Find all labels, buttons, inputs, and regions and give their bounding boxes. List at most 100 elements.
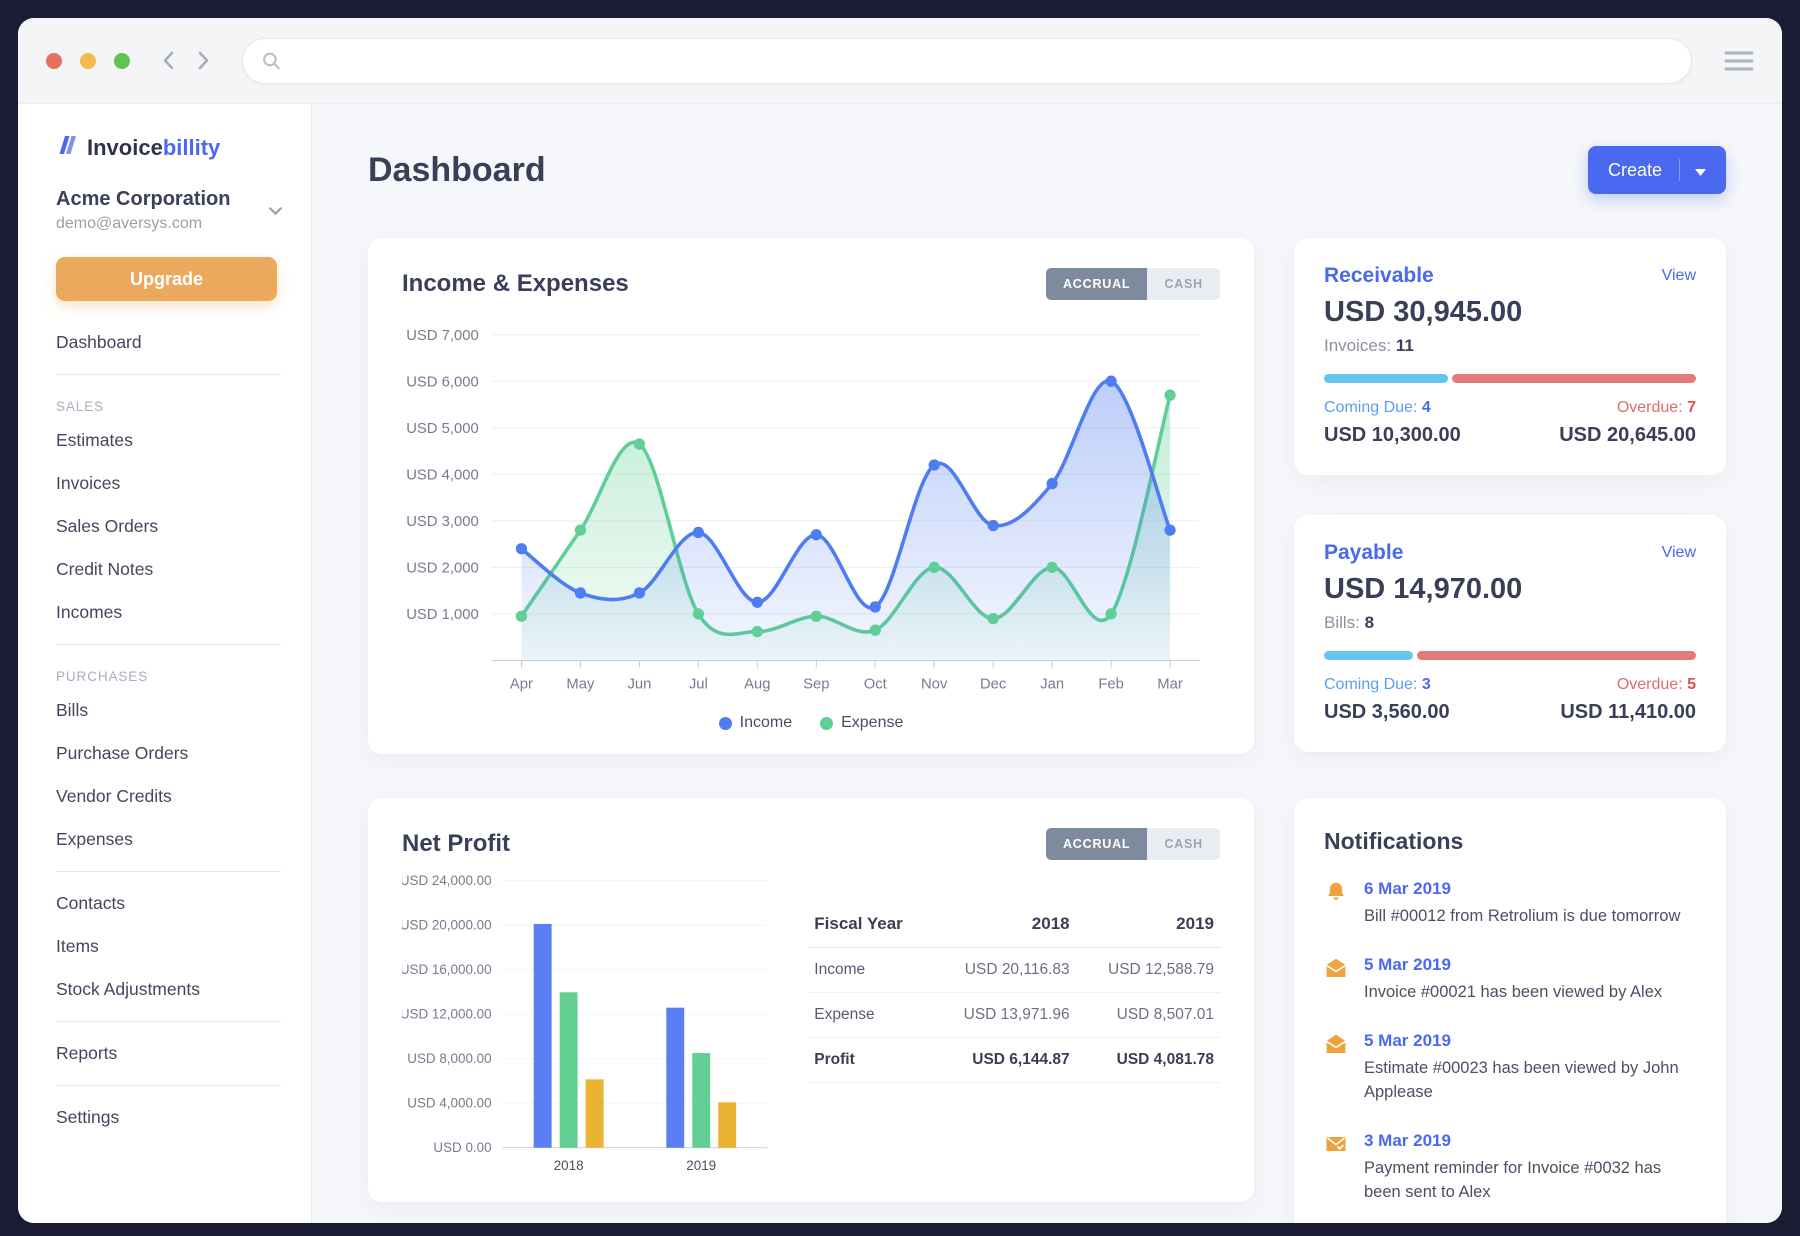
- envelope-check-icon: [1324, 1132, 1348, 1205]
- svg-text:USD 4,000: USD 4,000: [406, 467, 478, 483]
- sidebar-item-sales-orders[interactable]: Sales Orders: [56, 516, 159, 536]
- menu-icon[interactable]: [1724, 50, 1754, 72]
- receivable-amount: USD 30,945.00: [1324, 296, 1523, 328]
- coming-due-count: 3: [1421, 676, 1431, 693]
- notifications-list: 6 Mar 2019 Bill #00012 from Retrolium is …: [1324, 879, 1696, 1205]
- legend-dot: [820, 716, 834, 730]
- sidebar-item-purchase-orders[interactable]: Purchase Orders: [56, 743, 189, 763]
- income-expenses-chart: USD 1,000 USD 2,000 USD 3,000 USD 4,000 USD …: [406, 328, 1200, 692]
- income-expenses-title: Income & Expenses: [402, 270, 629, 297]
- close-window-button[interactable]: [46, 52, 62, 69]
- notification-text: Bill #00012 from Retrolium is due tomorr…: [1364, 907, 1681, 925]
- company-selector[interactable]: Acme Corporation demo@aversys.com: [18, 162, 311, 233]
- overdue-count: 5: [1687, 676, 1696, 693]
- sidebar-item-stock-adjustments[interactable]: Stock Adjustments: [56, 979, 200, 999]
- payable-count: 8: [1364, 613, 1375, 632]
- net-profit-card: Net Profit ACCRUAL CASH USD 0.00 USD 4,00…: [368, 798, 1254, 1202]
- cash-toggle-button[interactable]: CASH: [1147, 828, 1220, 860]
- payable-view-link[interactable]: View: [1661, 544, 1696, 561]
- net-profit-chart: USD 0.00 USD 4,000.00 USD 8,000.00 USD 12,0…: [402, 873, 768, 1173]
- notification-item: 6 Mar 2019 Bill #00012 from Retrolium is …: [1324, 879, 1696, 929]
- receivable-view-link[interactable]: View: [1661, 267, 1696, 284]
- sidebar-item-bills[interactable]: Bills: [56, 700, 89, 720]
- svg-text:May: May: [566, 676, 595, 692]
- sidebar-item-settings[interactable]: Settings: [56, 1107, 120, 1127]
- sidebar-item-invoices[interactable]: Invoices: [56, 473, 121, 493]
- notification-date: 5 Mar 2019: [1364, 1030, 1451, 1050]
- svg-text:Nov: Nov: [921, 676, 948, 692]
- coming-due-segment: [1324, 651, 1413, 660]
- receivable-count-label: Invoices:: [1324, 336, 1392, 355]
- sidebar-divider: [56, 644, 281, 645]
- notification-text: Invoice #00021 has been viewed by Alex: [1364, 982, 1663, 1001]
- back-icon[interactable]: [162, 51, 174, 70]
- accrual-toggle-button[interactable]: ACCRUAL: [1045, 828, 1148, 860]
- svg-text:Jan: Jan: [1040, 676, 1064, 692]
- table-header: Fiscal Year: [808, 904, 932, 948]
- forward-icon[interactable]: [198, 51, 210, 70]
- notification-text: Estimate #00023 has been viewed by John …: [1364, 1058, 1679, 1101]
- notification-item: 3 Mar 2019 Payment reminder for Invoice #…: [1324, 1131, 1696, 1205]
- row-value: USD 6,144.87: [931, 1037, 1076, 1083]
- sidebar-item-credit-notes[interactable]: Credit Notes: [56, 559, 154, 579]
- overdue-amount: USD 11,410.00: [1560, 701, 1696, 723]
- chevron-down-icon[interactable]: [268, 206, 283, 216]
- sidebar-item-dashboard[interactable]: Dashboard: [56, 332, 142, 352]
- coming-due-amount: USD 3,560.00: [1324, 701, 1450, 723]
- legend-item-expense: Expense: [820, 714, 903, 732]
- sidebar: Invoicebillity Acme Corporation demo@ave…: [18, 104, 312, 1223]
- notification-item: 5 Mar 2019 Estimate #00023 has been viewe…: [1324, 1031, 1696, 1105]
- row-value: USD 13,971.96: [931, 992, 1076, 1038]
- table-row: Income USD 20,116.83 USD 12,588.79: [808, 947, 1220, 993]
- payable-progress-bar: [1324, 651, 1696, 660]
- sidebar-item-contacts[interactable]: Contacts: [56, 893, 126, 913]
- sidebar-item-estimates[interactable]: Estimates: [56, 430, 133, 450]
- row-label: Expense: [808, 992, 932, 1038]
- bell-icon: [1324, 880, 1348, 929]
- income-expenses-toggle: ACCRUAL CASH: [1045, 268, 1220, 300]
- maximize-window-button[interactable]: [114, 52, 130, 69]
- payable-card: Payable View USD 14,970.00 Bills: 8 Comi…: [1294, 515, 1726, 752]
- notifications-title: Notifications: [1324, 828, 1464, 854]
- sidebar-item-vendor-credits[interactable]: Vendor Credits: [56, 786, 172, 806]
- svg-text:USD 6,000: USD 6,000: [406, 374, 478, 390]
- sidebar-item-incomes[interactable]: Incomes: [56, 602, 123, 622]
- chevron-down-icon[interactable]: [1695, 160, 1706, 181]
- payable-amount: USD 14,970.00: [1324, 573, 1523, 605]
- upgrade-button[interactable]: Upgrade: [56, 257, 277, 301]
- net-profit-title: Net Profit: [402, 830, 510, 857]
- svg-text:USD 12,000.00: USD 12,000.00: [402, 1007, 492, 1022]
- svg-text:Feb: Feb: [1098, 676, 1124, 692]
- svg-text:USD 2,000: USD 2,000: [406, 560, 478, 576]
- svg-text:USD 8,000.00: USD 8,000.00: [407, 1051, 491, 1066]
- row-label: Income: [808, 947, 932, 993]
- row-value: USD 20,116.83: [931, 947, 1076, 993]
- search-input[interactable]: [242, 37, 1692, 84]
- svg-text:USD 3,000: USD 3,000: [406, 514, 478, 530]
- create-button[interactable]: Create: [1587, 146, 1726, 194]
- cash-toggle-button[interactable]: CASH: [1147, 268, 1220, 300]
- svg-text:USD 24,000.00: USD 24,000.00: [402, 873, 492, 888]
- accrual-toggle-button[interactable]: ACCRUAL: [1045, 268, 1148, 300]
- coming-due-amount: USD 10,300.00: [1324, 424, 1461, 446]
- chart-legend: Income Expense: [402, 714, 1220, 732]
- sidebar-item-expenses[interactable]: Expenses: [56, 829, 133, 849]
- sidebar-item-items[interactable]: Items: [56, 936, 99, 956]
- fiscal-year-table: Fiscal Year 2018 2019 Income USD 20,116.…: [808, 904, 1220, 1180]
- svg-text:USD 4,000.00: USD 4,000.00: [407, 1096, 491, 1111]
- minimize-window-button[interactable]: [80, 52, 96, 69]
- svg-text:USD 1,000: USD 1,000: [406, 607, 478, 623]
- window-controls: [46, 52, 130, 69]
- logo-text-primary: Invoice: [87, 135, 163, 160]
- notification-text: Payment reminder for Invoice #0032 has b…: [1364, 1158, 1662, 1201]
- row-value: USD 8,507.01: [1075, 992, 1220, 1038]
- receivable-count: 11: [1395, 336, 1414, 355]
- create-button-label: Create: [1607, 159, 1662, 180]
- sidebar-item-reports[interactable]: Reports: [56, 1043, 118, 1063]
- sidebar-nav: Dashboard SALES Estimates Invoices Sales Ord…: [18, 313, 311, 1139]
- legend-item-income: Income: [718, 714, 792, 732]
- logo-icon: [56, 134, 78, 162]
- svg-text:USD 5,000: USD 5,000: [406, 421, 478, 437]
- svg-text:USD 0.00: USD 0.00: [433, 1140, 491, 1155]
- svg-text:Sep: Sep: [803, 676, 829, 692]
